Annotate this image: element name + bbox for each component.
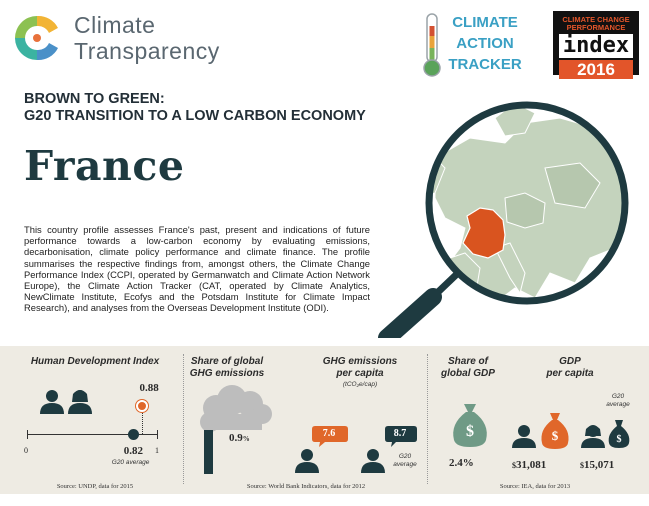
indicators-band [0,346,649,494]
person-icon [581,425,605,448]
ghg-country-value: 7.6 [322,428,336,439]
hdi-axis-min: 0 [24,446,28,455]
ccpi-index: index [559,34,633,58]
ghg-source: Source: World Bank Indicators, data for … [246,483,366,490]
gdp-share-value: 2.4% [449,457,474,469]
hdi-axis-max: 1 [155,446,159,455]
hdi-g20-note: G20 average [111,459,150,466]
gdp-g20-value: $15,071 [580,459,615,471]
cat-line3: TRACKER [448,56,522,73]
hdi-country-marker-line [141,407,143,434]
ct-name-line2: Transparency [74,38,220,64]
ghg-share-value: 0.9% [229,432,250,444]
person-icon [361,449,385,473]
cat-line1: CLIMATE [452,14,518,31]
speech-bubble-icon [312,426,348,447]
climate-transparency-wordmark: Climate Transparency [74,12,220,64]
climate-action-tracker-logo: CLIMATE ACTION TRACKER [446,12,524,75]
gdp-percap-header: GDP per capita [546,356,594,379]
person-icon [295,449,319,473]
france-highlight [462,207,506,259]
climate-transparency-logo [15,15,61,61]
hdi-source: Source: UNDP, data for 2015 [56,483,134,490]
thermometer-icon [423,13,441,77]
europe-map-magnifier [378,101,629,338]
subtitle-line2: G20 TRANSITION TO A LOW CARBON ECONOMY [24,108,366,124]
ghg-percap-header: GHG emissions per capita [322,356,398,379]
speech-bubble-icon [385,426,417,447]
ccpi-year: 2016 [559,60,633,79]
hdi-g20-value: 0.82 [123,445,144,457]
money-bag-icon: $ [608,420,630,448]
hdi-g20-marker [128,429,140,440]
ghg-share-header: Share of global GHG emissions [189,356,265,379]
factory-smoke-icon [200,385,272,474]
svg-text:$: $ [617,434,622,445]
hdi-country-marker [135,400,148,412]
divider [183,354,184,484]
subtitle-line1: BROWN TO GREEN: [24,91,165,107]
country-title: France [24,142,185,190]
ccpi-line2: PERFORMANCE [566,23,626,32]
gdp-country-value: $31,081 [512,459,547,471]
money-bag-icon: $ [453,404,487,447]
hdi-country-value: 0.88 [139,382,159,394]
magnifier-handle [378,288,442,338]
divider [427,354,428,484]
svg-text:$: $ [466,423,474,440]
ccpi-line1: CLIMATE CHANGE [562,15,630,24]
hdi-axis [28,434,158,435]
ghg-g20-note: G20 average [393,453,417,468]
gdp-g20-note: G20 average [606,393,630,408]
ct-name-line1: Climate [74,12,156,38]
people-icon [40,390,92,414]
cat-line2: ACTION [456,35,514,52]
ccpi-logo: CLIMATE CHANGE PERFORMANCE index 2016 [553,11,639,79]
money-bag-icon: $ [541,413,569,449]
ghg-percap-unit: (tCO₂e/cap) [342,381,378,388]
ghg-g20-value: 8.7 [393,428,407,439]
intro-paragraph: This country profile assesses France's p… [24,224,370,314]
hdi-header: Human Development Index [30,356,160,367]
gdp-source: Source: IEA, data for 2013 [499,483,571,490]
person-icon [512,425,536,448]
gdp-share-header: Share of global GDP [441,356,495,379]
svg-text:$: $ [552,428,559,443]
